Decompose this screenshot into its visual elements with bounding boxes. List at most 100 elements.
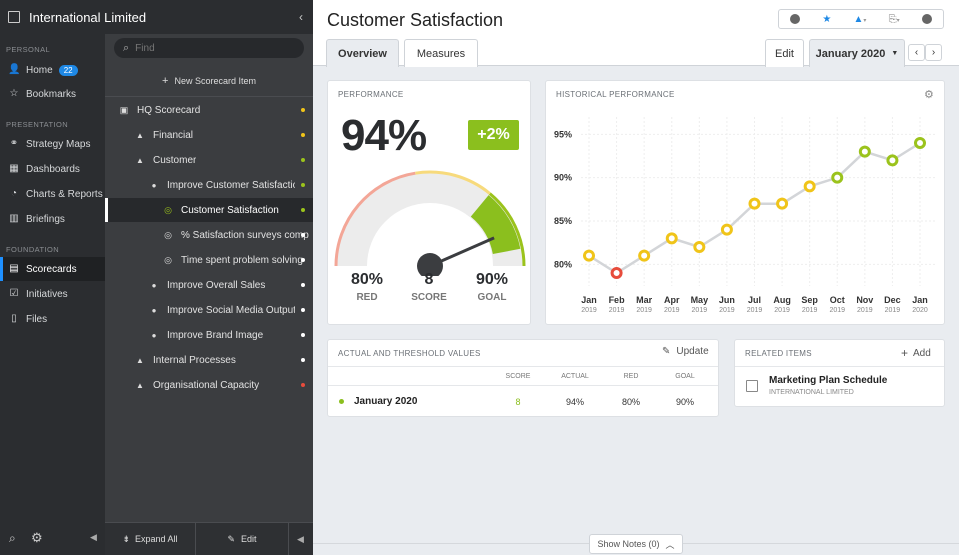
related-heading: RELATED ITEMS [745, 349, 812, 358]
tree-item[interactable]: ● Improve Customer Satisfaction [105, 173, 313, 197]
nav-initiatives[interactable]: ☑ Initiatives [0, 282, 105, 306]
data-point [914, 137, 926, 149]
x-tick-year: 2019 [802, 307, 818, 314]
x-tick-year: 2020 [912, 307, 928, 314]
data-point [583, 249, 595, 262]
edit-button[interactable]: Edit [765, 39, 804, 67]
tab-overview[interactable]: Overview [326, 39, 399, 67]
new-scorecard-item-button[interactable]: + New Scorecard Item [105, 72, 313, 90]
search-box[interactable]: ⌕ [114, 38, 304, 58]
export-icon[interactable]: ⎘▾ [888, 13, 900, 25]
goal-value: 90% [475, 271, 509, 288]
data-point [693, 241, 706, 253]
tree-item[interactable]: ● Improve Overall Sales [105, 273, 313, 297]
tree-status-dot [301, 283, 305, 287]
tree-item[interactable]: ▣ HQ Scorecard [105, 98, 313, 122]
nav-strategy-maps-label: Strategy Maps [26, 138, 91, 150]
nav-scorecards-label: Scorecards [26, 263, 77, 275]
alert-icon[interactable]: ▲▾ [853, 13, 867, 25]
nav-charts-reports-label: Charts & Reports [26, 188, 103, 200]
history-icon[interactable] [921, 14, 932, 24]
tree-item[interactable]: ▲ Financial [105, 123, 313, 147]
nav-bookmarks-label: Bookmarks [26, 88, 77, 100]
tab-overview-label: Overview [338, 47, 387, 60]
checkbox-icon: ☑ [9, 288, 19, 299]
red-label: RED [356, 292, 378, 303]
related-item-link[interactable]: Marketing Plan Schedule INTERNATIONAL LI… [769, 375, 887, 396]
nav-strategy-maps[interactable]: ⚭ Strategy Maps [0, 132, 105, 156]
x-tick-year: 2019 [885, 307, 901, 314]
nav-scorecards[interactable]: ▤ Scorecards [0, 257, 105, 281]
tree-status-dot [301, 308, 305, 312]
plus-icon: + [901, 346, 909, 360]
show-notes-button[interactable]: Show Notes (0) ︿ [589, 534, 683, 554]
add-related-button[interactable]: + Add [901, 346, 931, 360]
y-tick-label: 80% [554, 259, 572, 269]
x-tick-month: Jun [719, 295, 735, 305]
performance-value: 94% [341, 111, 427, 160]
performance-heading: PERFORMANCE [338, 90, 404, 99]
bookmark-star-icon[interactable]: ★ [822, 13, 832, 25]
tree-item[interactable]: ▲ Internal Processes [105, 348, 313, 372]
y-tick-label: 95% [554, 129, 572, 139]
perspective-icon: ▲ [136, 380, 144, 390]
x-tick-month: Jul [748, 295, 761, 305]
pencil-icon: ✎ [662, 346, 671, 357]
tree-item[interactable]: ▲ Customer [105, 148, 313, 172]
tree-item-label: Customer Satisfaction [181, 204, 279, 216]
nav-files[interactable]: ▯ Files [0, 307, 105, 331]
update-button[interactable]: ✎ Update [662, 346, 709, 357]
main-content: Customer Satisfaction ★ ▲▾ ⎘▾ Overview M… [313, 0, 959, 555]
nav-home[interactable]: 👤 Home 22 [0, 58, 105, 82]
chart-icon: ◔ [10, 188, 18, 199]
nav-files-label: Files [26, 313, 48, 325]
nav-charts-reports[interactable]: ◔ Charts & Reports [0, 182, 105, 206]
nav-briefings[interactable]: ▥ Briefings [0, 207, 105, 231]
tree-item[interactable]: ● Improve Brand Image [105, 323, 313, 347]
objective-icon: ● [151, 180, 157, 190]
edit-tree-button[interactable]: ✎ Edit [196, 534, 288, 545]
tree-item[interactable]: ◎ % Satisfaction surveys completed [105, 223, 313, 247]
related-item-title: Marketing Plan Schedule [769, 375, 888, 386]
page-title: Customer Satisfaction [327, 10, 504, 30]
tree-item[interactable]: ◎ Time spent problem solving [105, 248, 313, 272]
collapse-chevron-icon[interactable]: ‹ [299, 10, 303, 24]
gauge-green-fill [470, 195, 521, 255]
objective-icon: ● [151, 280, 157, 290]
nav-dashboards[interactable]: ▦ Dashboards [0, 157, 105, 181]
row-actual: 94% [565, 397, 584, 407]
org-name[interactable]: International Limited [29, 9, 147, 25]
x-tick-month: Dec [884, 295, 901, 305]
gear-icon[interactable]: ⚙ [924, 89, 934, 101]
nav-bookmarks[interactable]: ☆ Bookmarks [0, 82, 105, 106]
x-tick-month: Jan [912, 295, 928, 305]
edit-tree-label: Edit [241, 533, 257, 544]
data-point [748, 197, 761, 210]
info-icon[interactable] [790, 14, 801, 24]
tree-item-label: % Satisfaction surveys completed [181, 229, 309, 241]
period-selector[interactable]: January 2020 ▼ [809, 39, 905, 67]
scorecard-tree: ⌕ + New Scorecard Item ▣ HQ Scorecard ▲ Fina… [105, 0, 313, 555]
x-tick-month: May [691, 295, 709, 305]
data-point [858, 145, 871, 158]
collapse-tree-icon[interactable]: ◀ [297, 533, 304, 544]
col-actual: ACTUAL [561, 373, 589, 380]
gear-icon[interactable]: ⚙ [31, 530, 43, 545]
next-period-button[interactable]: › [925, 44, 942, 61]
prev-period-button[interactable]: ‹ [908, 44, 925, 61]
tree-item[interactable]: ● Improve Social Media Output [105, 298, 313, 322]
collapse-nav-icon[interactable]: ◀ [90, 532, 97, 542]
tree-item[interactable]: ▲ Organisational Capacity [105, 373, 313, 397]
data-point [886, 154, 899, 167]
performance-card: PERFORMANCE 94% +2% 80% RED 8 SCORE 90% … [327, 80, 531, 325]
new-item-label: New Scorecard Item [174, 76, 256, 86]
nav-home-label: Home [26, 64, 53, 76]
search-icon[interactable]: ⌕ [9, 531, 16, 545]
tree-item[interactable]: ◎ Customer Satisfaction [105, 198, 313, 222]
data-point [665, 232, 678, 245]
tab-measures[interactable]: Measures [404, 39, 478, 67]
tree-status-dot [301, 208, 305, 212]
search-input[interactable] [135, 42, 286, 54]
tree-item-label: Improve Overall Sales [167, 279, 266, 291]
expand-all-button[interactable]: ⇟ Expand All [105, 534, 195, 545]
